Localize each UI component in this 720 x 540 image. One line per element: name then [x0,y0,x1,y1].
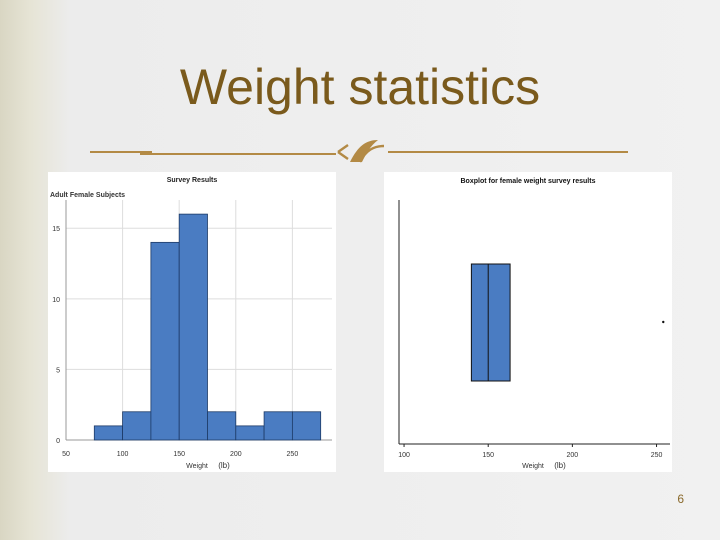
histogram-x-tick-label: 250 [287,451,299,458]
histogram-bar [263,411,293,441]
histogram-bar [291,411,322,441]
histogram-bar [93,425,123,441]
histogram-title: Survey Results [167,177,218,184]
histogram-x-axis-unit: (lb) [218,461,230,470]
boxplot-x-tick-label: 150 [482,452,494,459]
ribbon-divider-icon [337,140,385,163]
title-rule-left [90,151,152,153]
histogram-x-tick-label: 150 [173,451,185,458]
histogram-y-tick-label: 5 [56,367,60,374]
slide-title: Weight statistics [179,59,541,115]
histogram-x-tick-label: 100 [117,451,129,458]
boxplot-x-tick-label: 200 [567,452,579,459]
title-rule-right [388,151,628,153]
title-rule-mid [140,153,336,155]
boxplot-x-tick-label: 100 [398,452,410,459]
histogram-y-tick-label: 15 [52,226,60,233]
histogram-y-tick-label: 0 [56,438,60,445]
histogram-bar [207,411,237,441]
histogram-panel: Survey Results Adult Female Subjects 50 100… [48,172,336,472]
slide-number: 6 [677,492,684,506]
histogram-x-tick-label: 50 [62,451,70,458]
boxplot-box [470,263,511,382]
boxplot-outlier-point [662,320,665,324]
histogram-x-axis-label: Weight [186,463,208,470]
histogram-x-tick-label: 200 [230,451,242,458]
boxplot-panel: Boxplot for female weight survey results… [384,172,672,472]
boxplot-title: Boxplot for female weight survey results [461,178,596,185]
boxplot-x-axis-label: Weight [522,463,544,470]
histogram-bar [150,241,180,441]
boxplot-x-axis-unit: (lb) [554,461,566,470]
histogram-bar [122,411,152,441]
boxplot-x-tick-label: 250 [651,452,663,459]
histogram-bar [235,425,265,441]
histogram-bar [178,213,208,441]
histogram-y-axis-label: Adult Female Subjects [50,192,125,199]
histogram-y-tick-label: 10 [52,297,60,304]
boxplot-chart: Boxplot for female weight survey results… [398,178,670,470]
